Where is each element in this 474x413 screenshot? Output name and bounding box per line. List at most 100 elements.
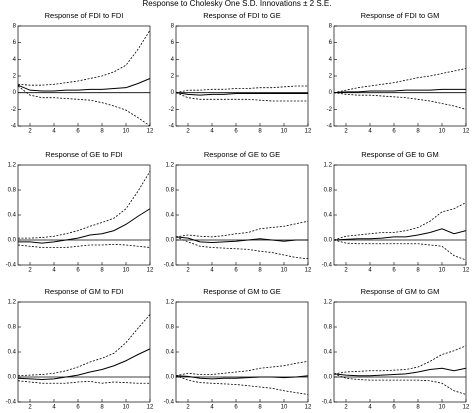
x-tick-label: 6 xyxy=(76,268,80,274)
y-tick-label: 4 xyxy=(329,57,333,63)
plot-frame xyxy=(333,164,467,266)
response-line xyxy=(17,348,151,381)
response-line xyxy=(175,92,308,96)
y-tick-label: 0.8 xyxy=(166,325,175,331)
band-line xyxy=(18,171,151,239)
x-tick-label: 6 xyxy=(234,129,238,135)
y-tick-label: 1.2 xyxy=(8,300,17,306)
response-line xyxy=(175,236,308,244)
band-line xyxy=(17,314,151,377)
y-tick-label: -4 xyxy=(11,124,17,130)
y-tick-label: 0.0 xyxy=(166,238,175,244)
response-line xyxy=(18,208,151,244)
y-tick-label: 8 xyxy=(329,24,333,30)
x-tick-label: 6 xyxy=(392,268,396,274)
y-tick-label: -0.4 xyxy=(164,400,175,406)
y-tick-label: 0.0 xyxy=(166,375,175,381)
y-tick-label: 2 xyxy=(171,74,175,80)
band-line xyxy=(17,380,150,384)
x-tick-label: 12 xyxy=(463,129,470,135)
x-tick-label: 12 xyxy=(147,405,154,411)
band-line xyxy=(333,202,467,241)
y-tick-label: 6 xyxy=(171,40,175,46)
band-line xyxy=(175,360,309,377)
x-tick-label: 8 xyxy=(258,129,262,135)
x-tick-label: 4 xyxy=(52,268,56,274)
x-tick-label: 10 xyxy=(281,405,288,411)
y-tick-label: 1.2 xyxy=(8,163,17,169)
y-tick-label: 0.4 xyxy=(324,350,333,356)
plot-frame xyxy=(17,25,151,127)
response-line xyxy=(333,228,467,241)
response-line xyxy=(17,78,151,92)
x-tick-label: 12 xyxy=(305,405,312,411)
y-tick-label: 8 xyxy=(13,24,17,30)
x-tick-label: 10 xyxy=(281,129,288,135)
plot-frame xyxy=(175,301,309,403)
plot-frame xyxy=(175,164,309,266)
x-tick-label: 8 xyxy=(100,405,104,411)
y-tick-label: 0.4 xyxy=(166,350,175,356)
y-tick-label: -4 xyxy=(327,124,333,130)
x-tick-label: 10 xyxy=(281,268,288,274)
x-tick-label: 10 xyxy=(123,405,130,411)
plot-frame xyxy=(333,301,467,403)
band-line xyxy=(175,85,308,94)
y-tick-label: 1.2 xyxy=(324,163,333,169)
band-line xyxy=(17,243,151,248)
y-tick-label: 6 xyxy=(13,40,17,46)
band-line xyxy=(333,239,467,261)
chart-title: Response of GE to GE xyxy=(204,150,280,159)
plot-frame xyxy=(333,25,467,127)
plot-frame xyxy=(175,25,309,127)
x-tick-label: 2 xyxy=(186,405,190,411)
y-tick-label: 0.4 xyxy=(8,350,17,356)
x-tick-label: 2 xyxy=(344,129,348,135)
y-tick-label: 0.8 xyxy=(324,325,333,331)
chart-title: Response of FDI to GM xyxy=(361,11,440,20)
x-tick-label: 6 xyxy=(392,129,396,135)
y-tick-label: -0.4 xyxy=(6,400,17,406)
band-line xyxy=(17,29,151,86)
chart-title: Response of GE to FDI xyxy=(45,150,123,159)
x-tick-label: 10 xyxy=(439,405,446,411)
x-tick-label: 4 xyxy=(210,405,214,411)
y-tick-label: -0.4 xyxy=(322,263,333,269)
chart-title: Response of GM to GM xyxy=(361,287,440,296)
x-tick-label: 2 xyxy=(344,405,348,411)
y-tick-label: 0.0 xyxy=(8,238,17,244)
x-tick-label: 8 xyxy=(416,405,420,411)
x-tick-label: 8 xyxy=(100,268,104,274)
x-tick-label: 8 xyxy=(258,405,262,411)
x-tick-label: 10 xyxy=(123,129,130,135)
chart-title: Response of GM to FDI xyxy=(45,287,124,296)
y-tick-label: -0.4 xyxy=(164,263,175,269)
y-tick-label: -0.4 xyxy=(6,263,17,269)
x-tick-label: 4 xyxy=(210,129,214,135)
x-tick-label: 12 xyxy=(305,129,312,135)
x-tick-label: 4 xyxy=(52,405,56,411)
y-tick-label: -4 xyxy=(169,124,175,130)
response-line xyxy=(175,375,309,380)
x-tick-label: 2 xyxy=(28,129,32,135)
figure-title: Response to Cholesky One S.D. Innovation… xyxy=(143,0,332,8)
x-tick-label: 10 xyxy=(123,268,130,274)
x-tick-label: 10 xyxy=(439,268,446,274)
y-tick-label: -2 xyxy=(169,107,175,113)
y-tick-label: 0 xyxy=(171,90,175,96)
y-tick-label: 0.4 xyxy=(324,213,333,219)
y-tick-label: 0.8 xyxy=(8,325,17,331)
band-line xyxy=(175,92,308,102)
x-tick-label: 12 xyxy=(147,129,154,135)
x-tick-label: 4 xyxy=(368,405,372,411)
x-tick-label: 2 xyxy=(186,129,190,135)
x-tick-label: 10 xyxy=(439,129,446,135)
x-tick-label: 6 xyxy=(234,405,238,411)
x-tick-label: 2 xyxy=(186,268,190,274)
y-tick-label: -0.4 xyxy=(322,400,333,406)
x-tick-label: 12 xyxy=(463,405,470,411)
y-tick-label: 1.2 xyxy=(166,163,175,169)
y-tick-label: 0 xyxy=(329,90,333,96)
x-tick-label: 2 xyxy=(344,268,348,274)
